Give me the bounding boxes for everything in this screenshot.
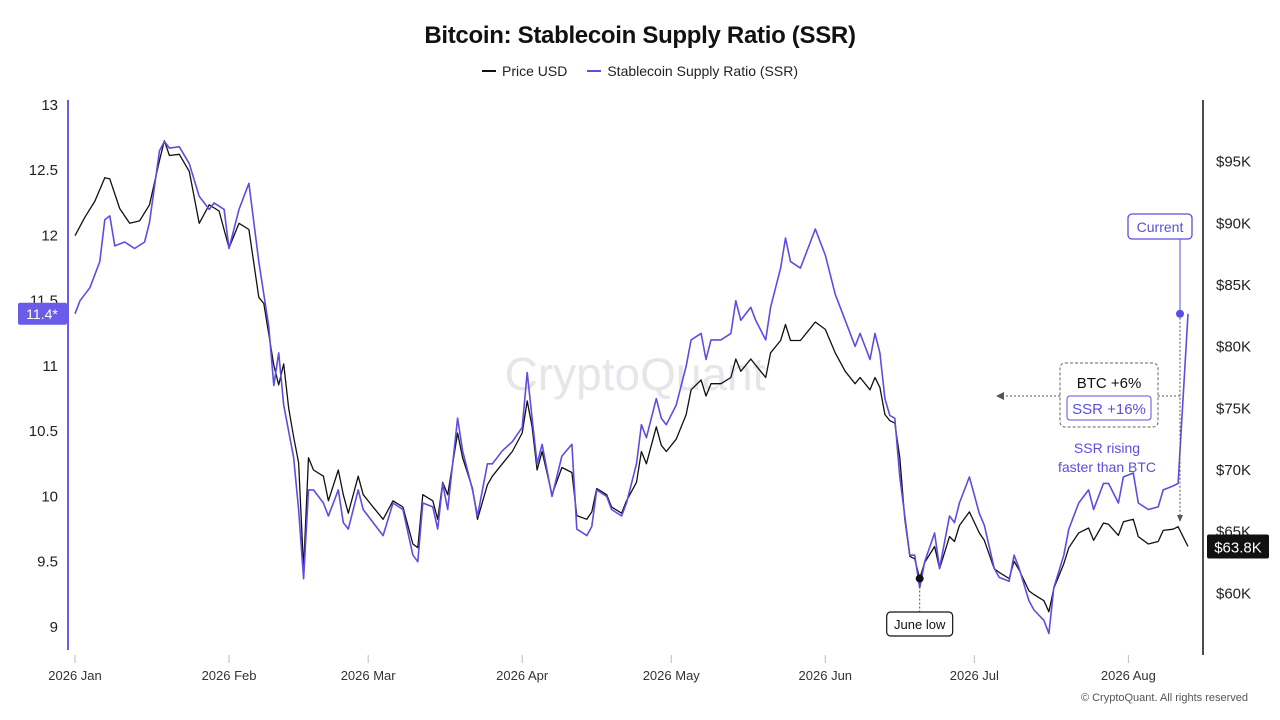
y-right-tick-label: $80K — [1216, 339, 1251, 356]
current-point-marker — [1176, 309, 1184, 318]
legend-item-ssr[interactable]: Stablecoin Supply Ratio (SSR) — [587, 63, 798, 79]
x-tick-label: 2026 Jul — [950, 668, 999, 683]
ssr-current-marker-bg — [18, 302, 67, 325]
ssr-change-label: SSR +16% — [1072, 401, 1146, 418]
y-right-tick-label: $60K — [1216, 585, 1251, 602]
ssr-current-marker: 11.4* — [26, 306, 58, 322]
june-low-box — [886, 611, 954, 637]
current-drop-arrow — [1177, 515, 1183, 522]
price-current-marker: $63.8K — [1214, 539, 1262, 556]
y-left-tick-label: 11 — [42, 358, 58, 375]
june-low-point — [915, 574, 924, 583]
x-tick-label: 2026 Jan — [48, 668, 102, 683]
current-label: Current — [1137, 219, 1184, 235]
chart-title: Bitcoin: Stablecoin Supply Ratio (SSR) — [424, 22, 856, 49]
y-left-tick-label: 9 — [50, 619, 58, 636]
copyright-notice: © CryptoQuant. All rights reserved — [1080, 692, 1248, 704]
y-right-tick-label: $70K — [1216, 462, 1251, 479]
x-tick-label: 2026 Mar — [341, 668, 397, 683]
y-left-tick-label: 10 — [41, 488, 58, 505]
y-left-tick-label: 9.5 — [37, 554, 58, 571]
june-low-label: June low — [894, 617, 946, 632]
note-line-2: faster than BTC — [1058, 459, 1156, 475]
y-left-tick-label: 12 — [41, 227, 58, 244]
ssr-change-box — [1066, 395, 1152, 421]
legend-swatch-price — [481, 70, 496, 72]
ssr-pointer-arrow — [996, 392, 1004, 400]
note-line-1: SSR rising — [1074, 440, 1140, 456]
x-tick-label: 2026 Jun — [799, 668, 853, 683]
price-series-line — [74, 140, 1189, 613]
y-right-tick-label: $95K — [1216, 154, 1251, 171]
btc-change-label: BTC +6% — [1077, 375, 1142, 392]
ssr-series-line — [74, 140, 1189, 635]
x-tick-label: 2026 Feb — [202, 668, 257, 683]
legend-label-ssr: Stablecoin Supply Ratio (SSR) — [607, 63, 798, 79]
x-tick-label: 2026 Aug — [1101, 668, 1156, 683]
y-left-tick-label: 13 — [41, 97, 58, 114]
legend-label-price: Price USD — [501, 63, 568, 79]
chart-legend: Price USD Stablecoin Supply Ratio (SSR) — [0, 63, 1280, 79]
current-label-box — [1127, 213, 1193, 240]
y-left-tick-label: 12.5 — [29, 162, 58, 179]
y-right-tick-label: $90K — [1216, 215, 1251, 232]
legend-item-price[interactable]: Price USD — [481, 63, 568, 79]
y-right-tick-label: $75K — [1216, 400, 1251, 417]
x-tick-label: 2026 May — [643, 668, 701, 683]
price-current-marker-bg — [1207, 534, 1269, 559]
watermark: CryptoQuant — [505, 348, 766, 400]
y-right-tick-label: $85K — [1216, 277, 1251, 294]
legend-swatch-ssr — [587, 70, 602, 72]
y-left-tick-label: 10.5 — [29, 423, 58, 440]
x-tick-label: 2026 Apr — [496, 668, 549, 683]
